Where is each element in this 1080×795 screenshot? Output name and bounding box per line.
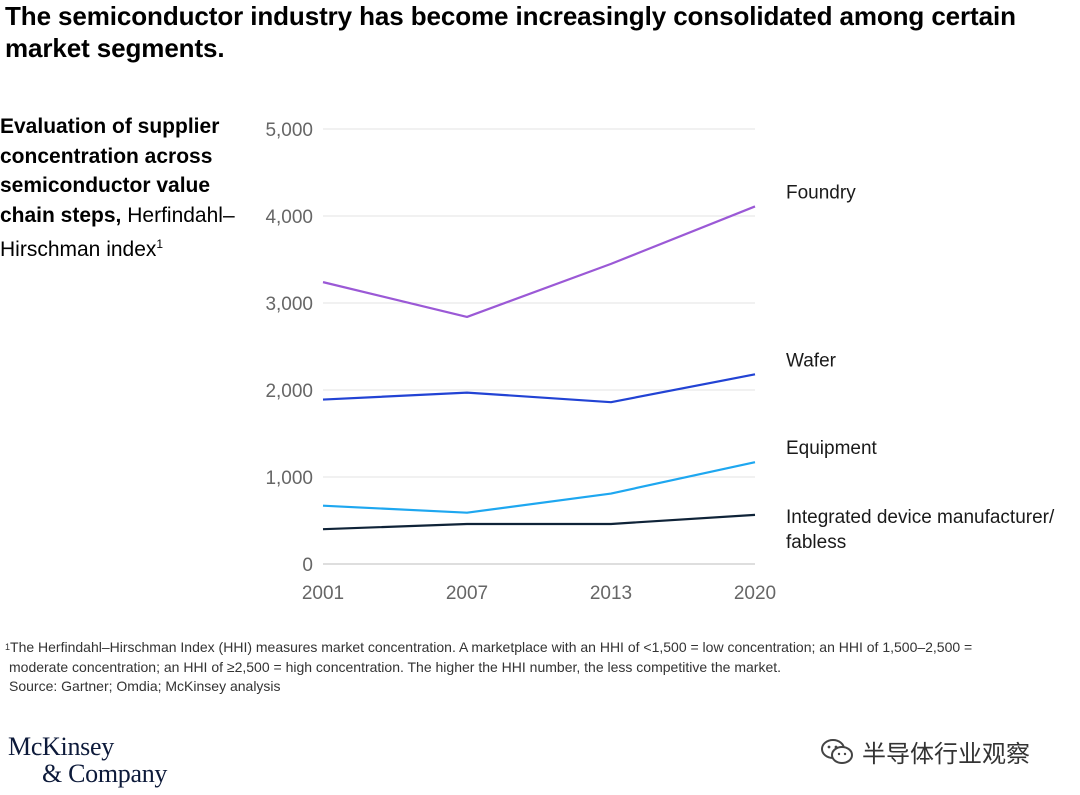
x-tick-label: 2013 bbox=[590, 583, 632, 604]
footnote-line2: moderate concentration; an HHI of ≥2,500… bbox=[5, 658, 1070, 678]
line-chart: 0 1,000 2,000 3,000 4,000 5,000 2001 2007 2013 20… bbox=[0, 0, 1080, 620]
footnote-line1: The Herfindahl–Hirschman Index (HHI) mea… bbox=[10, 639, 972, 655]
series-line-wafer bbox=[323, 374, 755, 402]
x-tick-label: 2007 bbox=[446, 583, 488, 604]
watermark: 半导体行业观察 bbox=[820, 734, 1030, 769]
y-tick-label: 4,000 bbox=[265, 207, 313, 228]
series-line-foundry bbox=[323, 206, 755, 316]
series-label: fabless bbox=[786, 532, 846, 553]
series-label: Wafer bbox=[786, 350, 837, 371]
y-tick-label: 0 bbox=[302, 555, 313, 576]
series-label: Integrated device manufacturer/ bbox=[786, 507, 1055, 528]
logo-line2: & Company bbox=[8, 760, 167, 787]
y-tick-label: 5,000 bbox=[265, 120, 313, 141]
logo-line1: McKinsey bbox=[8, 732, 114, 761]
series-label: Equipment bbox=[786, 438, 878, 459]
series-label: Foundry bbox=[786, 182, 856, 203]
mckinsey-logo: McKinsey & Company bbox=[8, 733, 167, 787]
series-line-integrated-device-manufacturer-fabless bbox=[323, 515, 755, 529]
series-line-equipment bbox=[323, 462, 755, 512]
watermark-text: 半导体行业观察 bbox=[862, 734, 1030, 769]
y-tick-label: 2,000 bbox=[265, 381, 313, 402]
y-tick-label: 1,000 bbox=[265, 468, 313, 489]
footnote-source: Source: Gartner; Omdia; McKinsey analysi… bbox=[5, 677, 1070, 697]
wechat-icon bbox=[820, 738, 854, 766]
x-tick-label: 2001 bbox=[302, 583, 344, 604]
x-tick-label: 2020 bbox=[734, 583, 776, 604]
footnote: 1The Herfindahl–Hirschman Index (HHI) me… bbox=[5, 638, 1070, 697]
y-tick-label: 3,000 bbox=[265, 294, 313, 315]
